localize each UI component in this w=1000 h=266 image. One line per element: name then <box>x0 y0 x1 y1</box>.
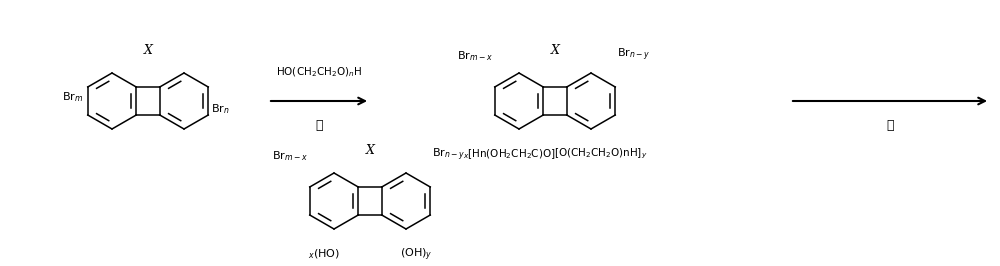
Text: 碱: 碱 <box>886 119 894 132</box>
Text: X: X <box>366 144 374 157</box>
Text: X: X <box>551 44 559 57</box>
Text: [O(CH$_2$CH$_2$O)nH]$_y$: [O(CH$_2$CH$_2$O)nH]$_y$ <box>554 147 648 161</box>
Text: Br$_{n-y}$: Br$_{n-y}$ <box>617 47 651 63</box>
Text: Br$_{m-x}$: Br$_{m-x}$ <box>272 149 308 163</box>
Text: (OH)$_y$: (OH)$_y$ <box>400 247 432 263</box>
Text: HO(CH$_2$CH$_2$O)$_n$H: HO(CH$_2$CH$_2$O)$_n$H <box>276 65 362 79</box>
Text: 碱: 碱 <box>315 119 323 132</box>
Text: Br$_m$: Br$_m$ <box>62 90 84 104</box>
Text: $_x$[Hn(OH$_2$CH$_2$C)O]: $_x$[Hn(OH$_2$CH$_2$C)O] <box>463 147 555 161</box>
Text: Br$_n$: Br$_n$ <box>211 102 230 116</box>
Text: $_x$(HO): $_x$(HO) <box>308 247 340 261</box>
Text: Br$_{n-y}$: Br$_{n-y}$ <box>432 147 466 163</box>
Text: Br$_{m-x}$: Br$_{m-x}$ <box>457 49 493 63</box>
Text: X: X <box>144 44 152 57</box>
